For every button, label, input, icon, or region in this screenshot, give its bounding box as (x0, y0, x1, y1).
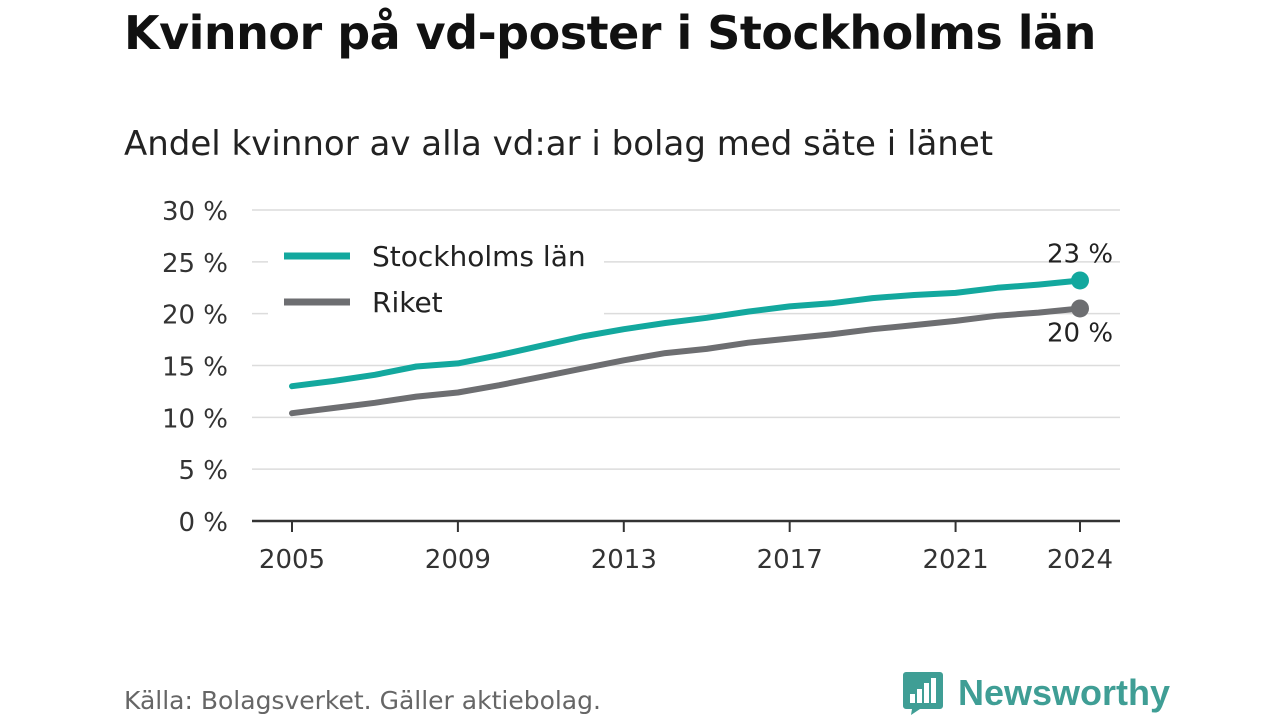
y-tick-label: 25 % (162, 249, 228, 279)
end-value-label: 20 % (1047, 318, 1113, 348)
y-tick-label: 15 % (162, 353, 228, 383)
y-tick-label: 10 % (162, 404, 228, 434)
brand-logo[interactable]: Newsworthy (902, 668, 1170, 718)
x-tick-label: 2017 (757, 545, 823, 575)
source-note: Källa: Bolagsverket. Gäller aktiebolag. (124, 686, 601, 715)
legend-label: Stockholms län (372, 240, 586, 273)
x-tick-label: 2005 (259, 545, 325, 575)
end-labels: 23 % 20 % (1047, 239, 1113, 348)
x-tick-label: 2013 (591, 545, 657, 575)
end-point-marker (1071, 271, 1089, 289)
y-tick-label: 0 % (178, 508, 228, 538)
y-tick-label: 20 % (162, 301, 228, 331)
series-line-riket (292, 309, 1080, 414)
brand-name: Newsworthy (958, 672, 1170, 714)
legend-label: Riket (372, 286, 443, 319)
x-tick-label: 2021 (922, 545, 988, 575)
end-value-label: 23 % (1047, 239, 1113, 269)
x-axis-ticks: 2005 2009 2013 2017 2021 2024 (259, 521, 1113, 575)
x-tick-label: 2024 (1047, 545, 1113, 575)
end-point-marker (1071, 299, 1089, 317)
x-tick-label: 2009 (425, 545, 491, 575)
y-axis-ticks: 0 % 5 % 10 % 15 % 20 % 25 % 30 % (162, 197, 228, 538)
y-tick-label: 5 % (178, 456, 228, 486)
bar-chart-speech-bubble-icon (902, 670, 944, 716)
y-tick-label: 30 % (162, 197, 228, 227)
